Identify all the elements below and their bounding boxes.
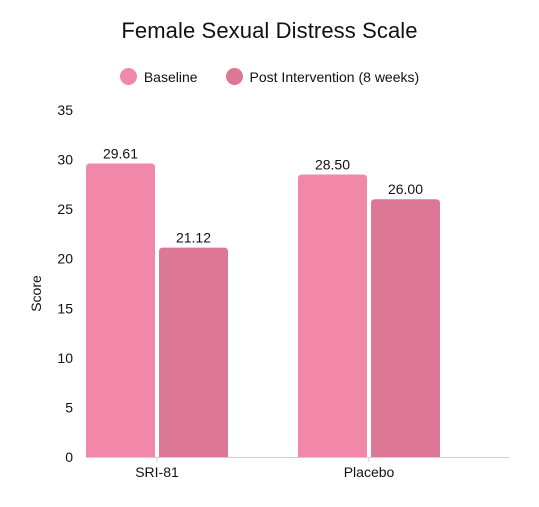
y-tick-label: 35 (57, 102, 73, 118)
legend: Baseline Post Intervention (8 weeks) (0, 68, 539, 85)
bar-placebo-post-intervention[interactable] (371, 199, 440, 457)
legend-item-baseline[interactable]: Baseline (119, 68, 198, 85)
x-tick-label: Placebo (344, 464, 395, 480)
y-tick-label: 15 (57, 300, 73, 316)
bars-group: 29.61 21.12 28.50 26.00 (86, 145, 440, 458)
chart-title: Female Sexual Distress Scale (121, 18, 418, 43)
legend-label-baseline: Baseline (143, 68, 198, 85)
y-axis-title: Score (28, 275, 44, 312)
bar-placebo-baseline[interactable] (298, 174, 367, 457)
bar-value-label: 28.50 (315, 156, 350, 172)
legend-swatch-post-intervention (225, 68, 243, 85)
legend-label-post-intervention: Post Intervention (8 weeks) (249, 68, 420, 85)
y-tick-label: 5 (65, 399, 73, 415)
bar-sri-81-post-intervention[interactable] (159, 247, 228, 457)
bar-value-label: 21.12 (176, 230, 211, 246)
bar-value-label: 26.00 (388, 181, 423, 197)
legend-item-post-intervention[interactable]: Post Intervention (8 weeks) (225, 68, 420, 85)
x-axis-ticks: SRI-81 Placebo (135, 457, 395, 480)
bar-value-label: 29.61 (103, 145, 138, 161)
y-tick-label: 25 (57, 201, 73, 217)
y-tick-label: 20 (57, 251, 73, 267)
y-tick-label: 10 (57, 350, 73, 366)
legend-swatch-baseline (119, 68, 137, 85)
bar-sri-81-baseline[interactable] (86, 163, 155, 458)
x-tick-label: SRI-81 (135, 464, 179, 480)
y-tick-label: 0 (65, 449, 73, 465)
y-axis-ticks: 0 5 10 15 20 25 30 35 (57, 102, 73, 465)
y-tick-label: 30 (57, 152, 73, 168)
